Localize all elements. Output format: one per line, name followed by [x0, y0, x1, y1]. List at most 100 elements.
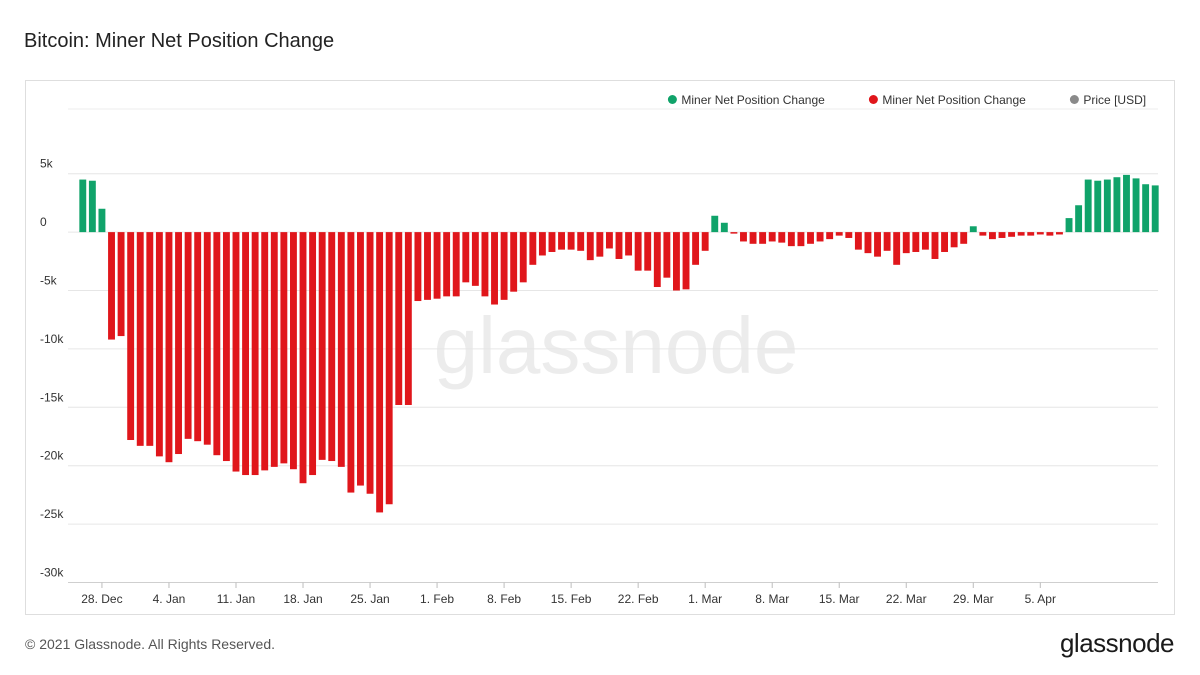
- bar: [165, 232, 173, 463]
- bar: [433, 232, 441, 299]
- bar: [644, 232, 652, 271]
- bar: [299, 232, 307, 484]
- bar: [404, 232, 412, 405]
- legend-label[interactable]: Miner Net Position Change: [882, 93, 1026, 107]
- bar: [692, 232, 700, 265]
- bar: [481, 232, 489, 297]
- bar: [1027, 232, 1035, 236]
- bar: [290, 232, 297, 470]
- y-tick-label: -20k: [40, 449, 64, 463]
- bar: [950, 232, 958, 248]
- bar: [108, 232, 115, 340]
- bar: [663, 232, 671, 278]
- bar: [318, 232, 326, 460]
- glassnode-logo[interactable]: glassnode: [1059, 628, 1175, 658]
- bar: [912, 232, 920, 252]
- bar: [117, 232, 125, 337]
- bar: [864, 232, 872, 254]
- bar: [242, 232, 250, 476]
- bar: [816, 232, 824, 242]
- bar: [414, 232, 422, 302]
- bar: [443, 232, 451, 297]
- bar: [232, 232, 240, 472]
- x-tick-label: 18. Jan: [283, 592, 322, 606]
- bar: [251, 232, 259, 476]
- bar: [960, 232, 968, 244]
- bar: [720, 222, 728, 233]
- bar: [146, 232, 154, 446]
- bar: [194, 232, 202, 442]
- bar: [778, 232, 786, 243]
- bar: [1113, 177, 1121, 233]
- bar: [988, 232, 996, 240]
- legend-marker: [1069, 95, 1079, 104]
- bar: [634, 232, 642, 271]
- bar: [376, 232, 384, 513]
- bar: [462, 232, 470, 283]
- bar: [605, 232, 613, 249]
- legend-label[interactable]: Price [USD]: [1083, 93, 1146, 107]
- bar: [586, 232, 594, 261]
- bar: [529, 232, 537, 265]
- bar: [673, 232, 680, 291]
- bar: [1065, 218, 1073, 233]
- bar: [184, 232, 192, 439]
- bar: [596, 232, 604, 257]
- legend-marker: [667, 95, 677, 104]
- y-tick-label: 5k: [40, 157, 54, 171]
- bar: [1084, 179, 1092, 233]
- bar: [854, 232, 862, 250]
- bar: [921, 232, 929, 250]
- x-tick-label: 28. Dec: [81, 592, 122, 606]
- bar: [519, 232, 527, 283]
- x-tick-label: 1. Mar: [688, 592, 722, 606]
- x-tick-label: 8. Feb: [487, 592, 521, 606]
- bar: [1017, 232, 1025, 236]
- bar: [88, 180, 96, 233]
- bar: [222, 232, 230, 462]
- bar: [213, 232, 221, 456]
- bar: [175, 232, 182, 455]
- bar: [136, 232, 144, 446]
- bar: [625, 232, 633, 256]
- bar: [730, 232, 738, 234]
- bar: [1103, 179, 1111, 233]
- x-tick-label: 29. Mar: [953, 592, 994, 606]
- x-tick-label: 1. Feb: [420, 592, 454, 606]
- bar: [79, 179, 87, 233]
- bar: [366, 232, 374, 494]
- footer-copyright: © 2021 Glassnode. All Rights Reserved.: [25, 636, 276, 652]
- x-tick-label: 8. Mar: [755, 592, 789, 606]
- bar: [538, 232, 546, 256]
- bar: [424, 232, 431, 300]
- bar: [347, 232, 355, 493]
- bar: [759, 232, 767, 244]
- legend-label[interactable]: Miner Net Position Change: [681, 93, 825, 107]
- bar: [203, 232, 211, 445]
- bar: [471, 232, 479, 286]
- bar: [385, 232, 393, 505]
- chart-svg: glassnode 5k 0 -5k -10k -15k -20k -25k -30k 28.…: [40, 93, 1159, 606]
- bar: [270, 232, 278, 467]
- legend[interactable]: Miner Net Position Change Miner Net Posit…: [667, 93, 1146, 107]
- bar: [711, 215, 719, 233]
- y-tick-label: -15k: [40, 390, 64, 404]
- bar: [807, 232, 814, 244]
- bar: [701, 232, 709, 251]
- bar: [740, 232, 747, 242]
- bar: [1142, 184, 1150, 233]
- bar: [357, 232, 364, 486]
- bar: [682, 232, 690, 290]
- bar: [491, 232, 498, 305]
- y-axis: 5k 0 -5k -10k -15k -20k -25k -30k: [40, 157, 64, 580]
- bar: [787, 232, 795, 247]
- x-tick-label: 4. Jan: [153, 592, 186, 606]
- y-tick-label: -5k: [40, 274, 58, 288]
- bar: [510, 232, 518, 292]
- bar: [577, 232, 585, 251]
- watermark: glassnode: [434, 301, 799, 390]
- bar: [337, 232, 345, 467]
- bar: [395, 232, 403, 405]
- bar: [567, 232, 575, 250]
- bar: [1132, 178, 1140, 233]
